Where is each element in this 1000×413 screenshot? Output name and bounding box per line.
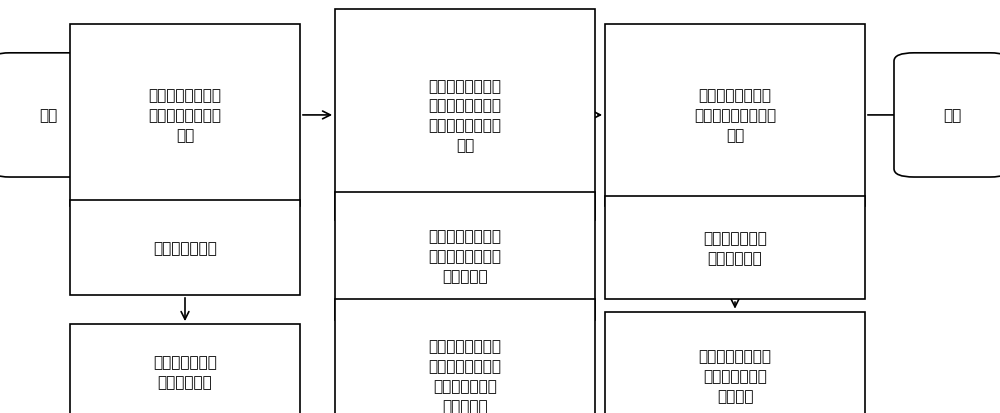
FancyBboxPatch shape xyxy=(70,324,300,413)
Text: 人行横道双侧最大
宽度的确定及其取整
优化: 人行横道双侧最大 宽度的确定及其取整 优化 xyxy=(694,88,776,143)
FancyBboxPatch shape xyxy=(894,54,1000,178)
FancyBboxPatch shape xyxy=(0,54,106,178)
Text: 关键轴线的转换: 关键轴线的转换 xyxy=(153,240,217,255)
Text: 计算人行横道的单
侧最大宽度与行人
流量的关系: 计算人行横道的单 侧最大宽度与行人 流量的关系 xyxy=(428,229,502,283)
FancyBboxPatch shape xyxy=(335,192,595,320)
Text: 开始: 开始 xyxy=(39,108,57,123)
Text: 结束: 结束 xyxy=(943,108,961,123)
FancyBboxPatch shape xyxy=(335,299,595,413)
FancyBboxPatch shape xyxy=(605,312,865,413)
Text: 确定人行横道的
双侧最大宽度: 确定人行横道的 双侧最大宽度 xyxy=(703,230,767,265)
FancyBboxPatch shape xyxy=(605,25,865,206)
FancyBboxPatch shape xyxy=(335,10,595,221)
Text: 对人行横道的双侧
最大宽度值进行
取整优化: 对人行横道的双侧 最大宽度值进行 取整优化 xyxy=(698,349,772,403)
Text: 像素坐标转换为
平面直角坐标: 像素坐标转换为 平面直角坐标 xyxy=(153,354,217,389)
FancyBboxPatch shape xyxy=(70,200,300,295)
Text: 计算人行横道单侧
最大宽度与行人流
量、各向分担率
之间的关系: 计算人行横道单侧 最大宽度与行人流 量、各向分担率 之间的关系 xyxy=(428,339,502,413)
Text: 人行横道单侧最大
宽度与行人流量、
各向分担率的关系
计算: 人行横道单侧最大 宽度与行人流量、 各向分担率的关系 计算 xyxy=(428,78,502,153)
Text: 像素坐标与平面直
角坐标系中坐标的
转换: 像素坐标与平面直 角坐标系中坐标的 转换 xyxy=(148,88,222,143)
FancyBboxPatch shape xyxy=(70,25,300,206)
FancyBboxPatch shape xyxy=(605,196,865,299)
